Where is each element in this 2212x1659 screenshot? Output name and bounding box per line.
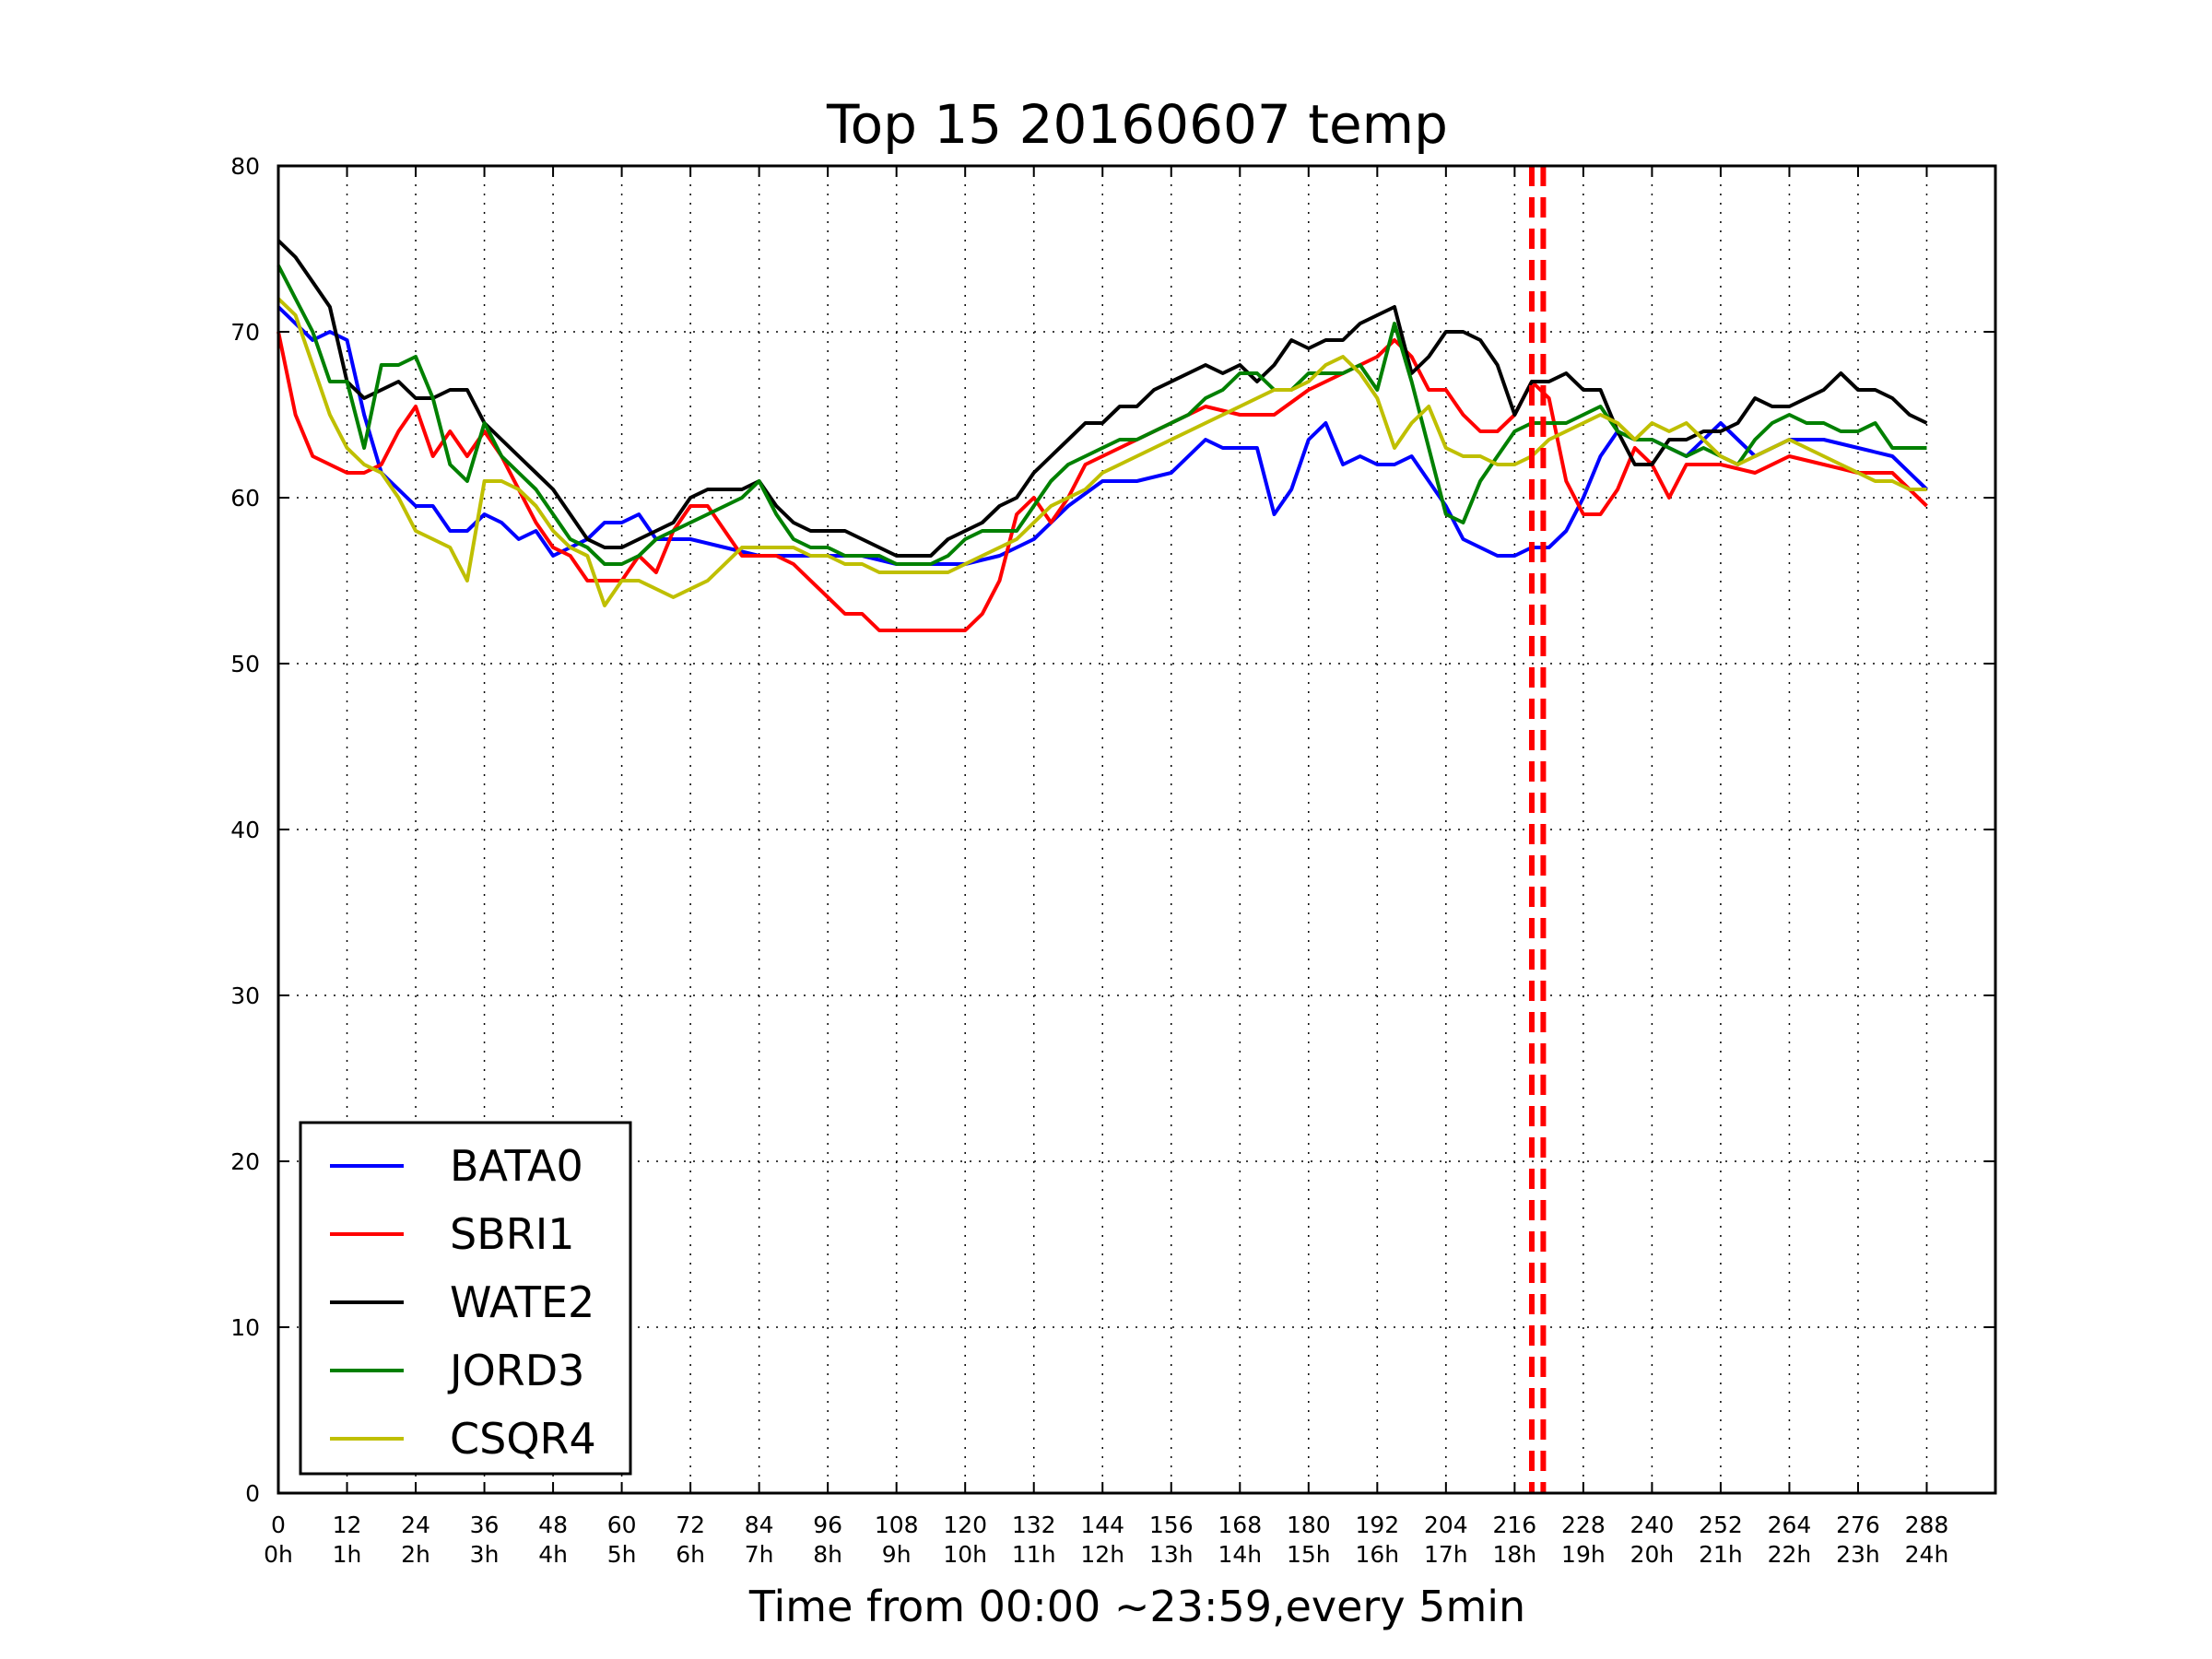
y-tick-label: 20 [230,1148,260,1175]
y-tick-label: 80 [230,153,260,180]
x-tick-label-hour: 22h [1768,1541,1812,1568]
series-lines [276,239,1928,632]
x-tick-label: 264 [1768,1512,1812,1538]
series-line-csqr4 [276,297,1927,607]
legend: BATA0 SBRI1 WATE2 JORD3 CSQR4 [299,1121,632,1476]
x-tick-label: 252 [1699,1512,1743,1538]
x-tick-label-hour: 21h [1699,1541,1743,1568]
x-axis-label: Time from 00:00 ~23:59,every 5min [748,1582,1525,1631]
y-tick-label: 70 [230,319,260,346]
x-tick-label: 24 [401,1512,430,1538]
x-tick-label-hour: 8h [813,1541,842,1568]
x-tick-label-hour: 4h [538,1541,568,1568]
legend-label: CSQR4 [450,1414,596,1464]
x-tick-label: 156 [1149,1512,1194,1538]
x-tick-label-hour: 24h [1905,1541,1949,1568]
x-tick-label: 48 [538,1512,568,1538]
x-tick-label: 204 [1424,1512,1468,1538]
legend-label: JORD3 [447,1346,584,1395]
x-tick-label: 36 [470,1512,500,1538]
x-tick-label: 180 [1287,1512,1331,1538]
axis-ticks: 0 0h 12 1h 24 2h 36 3h 48 4h 60 5h 72 6h 84 7h 96 8h 108 9h… [230,153,1995,1568]
x-tick-label-hour: 5h [607,1541,637,1568]
x-tick-label-hour: 3h [470,1541,500,1568]
x-tick-label-hour: 19h [1561,1541,1606,1568]
x-tick-label-hour: 6h [676,1541,705,1568]
x-tick-label-hour: 9h [882,1541,912,1568]
x-tick-label: 216 [1493,1512,1537,1538]
legend-box [299,1121,632,1476]
legend-label: BATA0 [450,1141,583,1191]
y-tick-label: 0 [245,1480,260,1507]
x-tick-label: 288 [1905,1512,1949,1538]
series-line-jord3 [276,265,1927,566]
x-tick-label-hour: 20h [1630,1541,1675,1568]
legend-label: WATE2 [450,1277,594,1327]
x-tick-label: 240 [1630,1512,1675,1538]
x-tick-label-hour: 0h [264,1541,293,1568]
x-tick-label-hour: 7h [745,1541,774,1568]
x-tick-label-hour: 17h [1424,1541,1468,1568]
x-tick-label-hour: 11h [1012,1541,1056,1568]
x-tick-label-hour: 14h [1218,1541,1262,1568]
x-tick-label-hour: 23h [1836,1541,1880,1568]
x-tick-label-hour: 16h [1355,1541,1399,1568]
x-tick-label-hour: 18h [1493,1541,1537,1568]
legend-label: SBRI1 [450,1209,575,1259]
x-tick-label-hour: 13h [1149,1541,1194,1568]
y-tick-label: 60 [230,485,260,512]
y-tick-label: 50 [230,651,260,677]
series-line-sbri1 [276,331,1928,632]
x-tick-label: 192 [1355,1512,1399,1538]
y-tick-label: 10 [230,1314,260,1341]
x-tick-label-hour: 2h [401,1541,430,1568]
series-line-wate2 [276,239,1928,558]
grid [278,166,1995,1493]
series-line-bata0 [276,305,1928,566]
x-tick-label: 12 [333,1512,362,1538]
x-tick-label: 60 [607,1512,637,1538]
x-tick-label: 168 [1218,1512,1262,1538]
x-tick-label-hour: 1h [333,1541,362,1568]
y-tick-label: 30 [230,982,260,1009]
x-tick-label: 72 [676,1512,705,1538]
x-tick-label: 0 [271,1512,286,1538]
x-tick-label: 228 [1561,1512,1606,1538]
x-tick-label: 144 [1080,1512,1124,1538]
chart-title: Top 15 20160607 temp [826,93,1448,156]
x-tick-label-hour: 10h [943,1541,987,1568]
x-tick-label: 276 [1836,1512,1880,1538]
x-tick-label: 84 [745,1512,774,1538]
reference-lines [1528,166,1547,1493]
x-tick-label: 120 [943,1512,987,1538]
y-tick-label: 40 [230,817,260,843]
x-tick-label: 132 [1012,1512,1056,1538]
x-tick-label: 96 [813,1512,842,1538]
x-tick-label: 108 [875,1512,919,1538]
x-tick-label-hour: 12h [1080,1541,1124,1568]
x-tick-label-hour: 15h [1287,1541,1331,1568]
